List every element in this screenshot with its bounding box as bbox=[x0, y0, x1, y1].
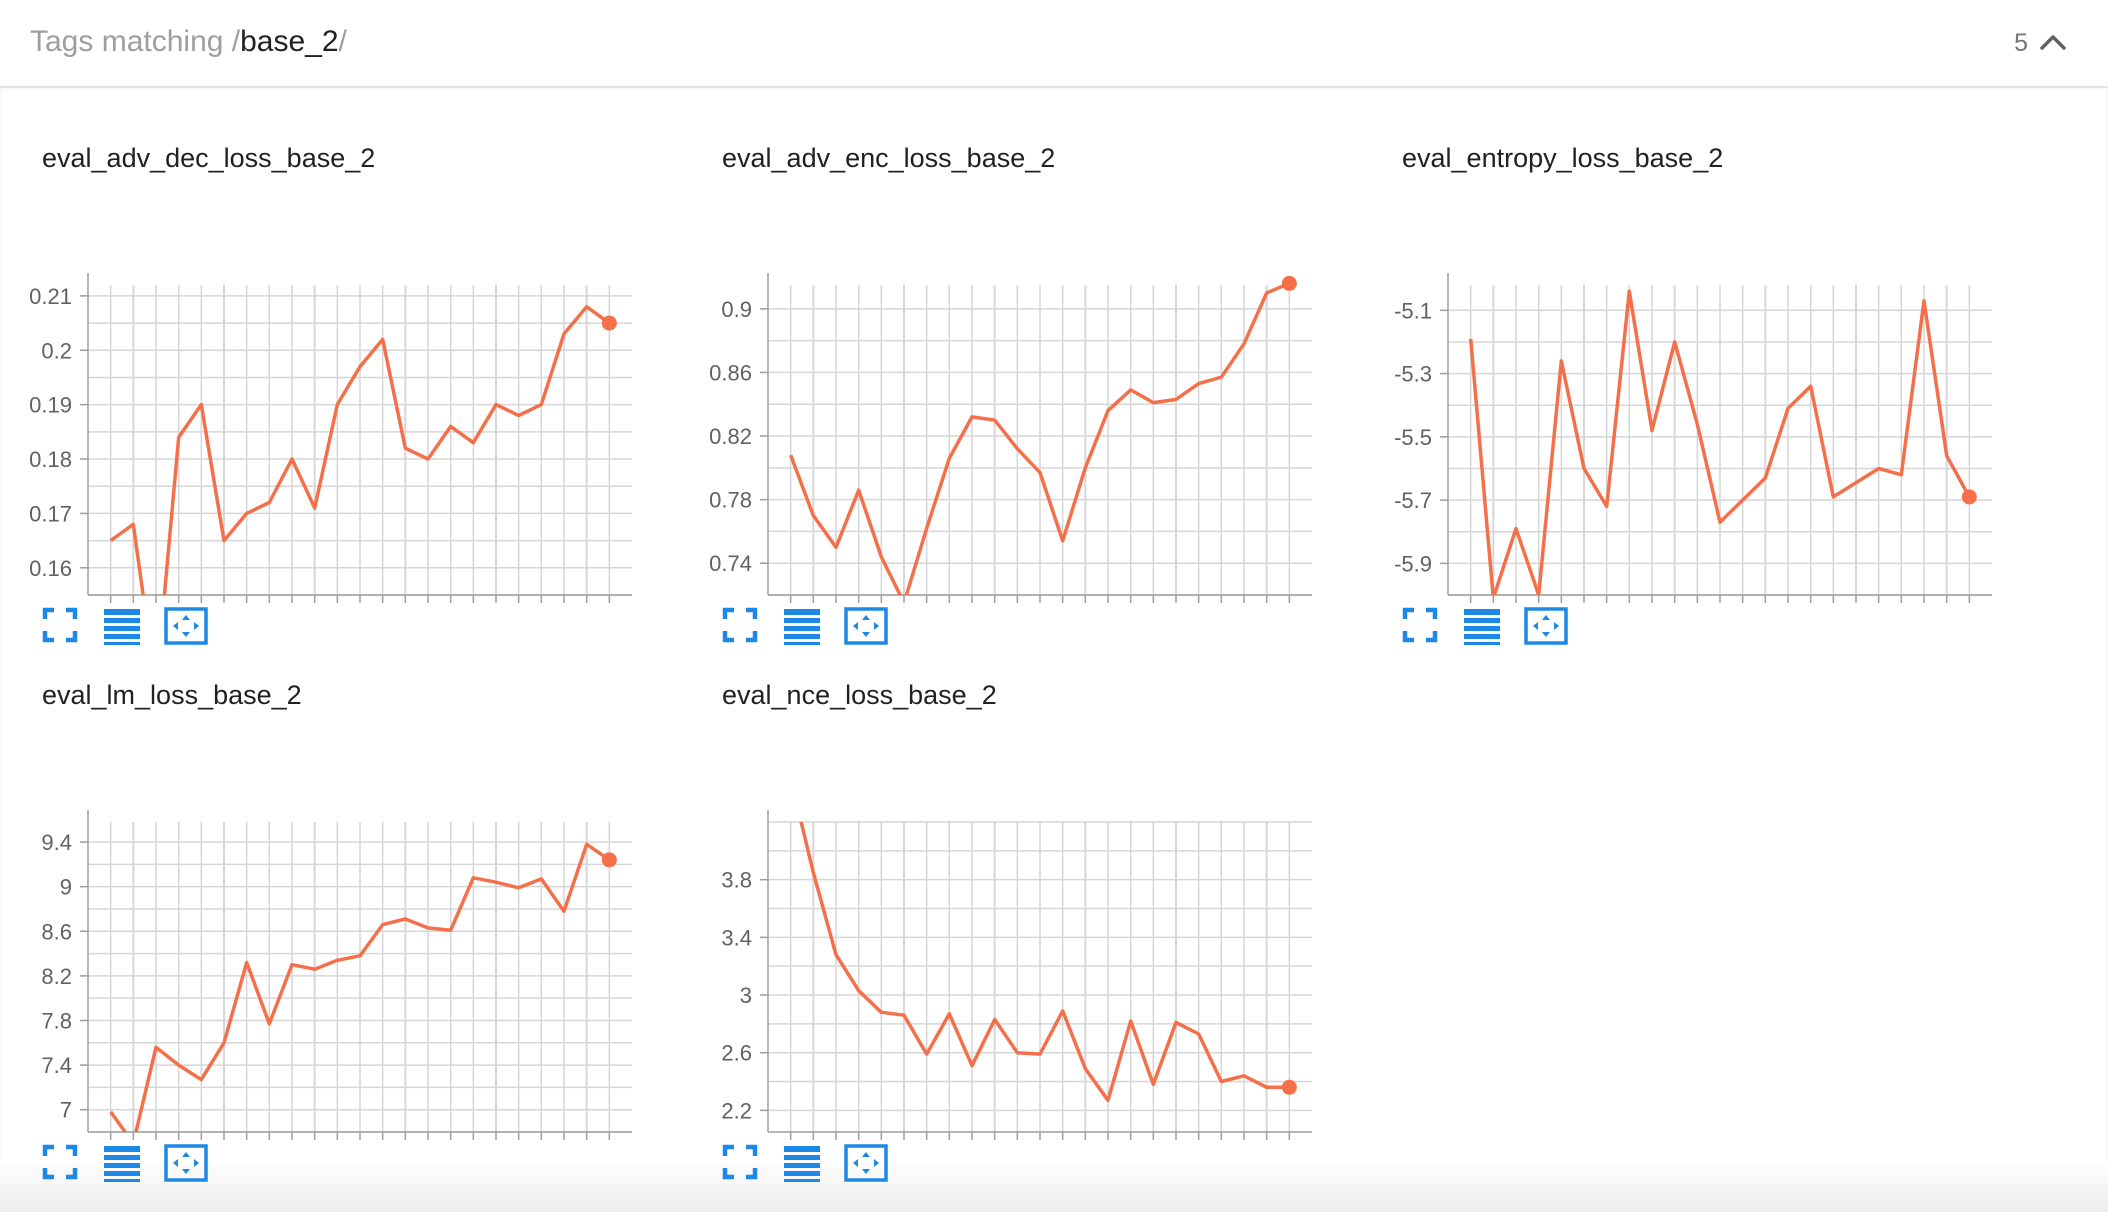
data-table-icon[interactable] bbox=[782, 1144, 822, 1184]
y-tick-label: 0.16 bbox=[29, 556, 72, 581]
y-tick-label: -5.9 bbox=[1394, 551, 1432, 576]
data-table-icon[interactable] bbox=[782, 607, 822, 647]
chart-plot[interactable]: 10k30k50k70k90k110k77.47.88.28.699.4 bbox=[0, 642, 640, 1142]
tag-filter-prefix: Tags matching / bbox=[30, 25, 241, 58]
series-line bbox=[109, 842, 611, 1132]
chart-plot[interactable]: 10k30k50k70k90k110k0.740.780.820.860.9 bbox=[640, 105, 1320, 605]
y-tick-label: -5.1 bbox=[1394, 298, 1432, 323]
y-tick-label: -5.7 bbox=[1394, 488, 1432, 513]
tag-filter-query: base_2 bbox=[240, 25, 339, 58]
tag-filter-suffix: / bbox=[338, 25, 347, 58]
last-point-marker[interactable] bbox=[601, 852, 617, 868]
y-tick-label: 3.8 bbox=[721, 868, 752, 893]
series-line bbox=[799, 822, 1290, 1103]
chart-plot[interactable]: 10k30k50k70k90k110k-5.9-5.7-5.5-5.3-5.1 bbox=[1320, 105, 2000, 605]
tag-count: 5 bbox=[2014, 29, 2028, 57]
series-line bbox=[789, 285, 1290, 595]
fit-domain-icon[interactable] bbox=[164, 607, 208, 647]
grid-lines bbox=[768, 821, 1312, 1132]
y-tick-label: 7.8 bbox=[41, 1008, 72, 1033]
last-point-marker[interactable] bbox=[1961, 489, 1977, 505]
chart-title: eval_adv_dec_loss_base_2 bbox=[42, 143, 376, 173]
y-tick-label: 0.74 bbox=[709, 551, 752, 576]
y-tick-label: 0.17 bbox=[29, 501, 72, 526]
data-table-icon[interactable] bbox=[1462, 607, 1502, 647]
chart-plot[interactable]: 10k30k50k70k90k110k2.22.633.43.8 bbox=[640, 642, 1320, 1142]
last-point-marker[interactable] bbox=[1281, 275, 1297, 291]
fit-domain-icon[interactable] bbox=[164, 1144, 208, 1184]
series-line bbox=[109, 305, 611, 595]
chart-card: eval_entropy_loss_base_210k30k50k70k90k1… bbox=[1390, 105, 2030, 645]
series-line bbox=[1468, 289, 1971, 595]
last-point-marker[interactable] bbox=[601, 315, 617, 331]
data-table-icon[interactable] bbox=[102, 1144, 142, 1184]
chart-title: eval_lm_loss_base_2 bbox=[42, 680, 302, 710]
fullscreen-icon[interactable] bbox=[42, 607, 78, 647]
fit-domain-icon[interactable] bbox=[1524, 607, 1568, 647]
y-tick-label: 0.21 bbox=[29, 284, 72, 309]
grid-lines bbox=[1448, 285, 1992, 596]
chart-title: eval_nce_loss_base_2 bbox=[722, 680, 997, 710]
y-tick-label: 2.2 bbox=[721, 1098, 752, 1123]
chevron-up-icon[interactable] bbox=[2038, 28, 2068, 58]
y-tick-label: 7.4 bbox=[41, 1053, 72, 1078]
fit-domain-icon[interactable] bbox=[844, 607, 888, 647]
y-tick-label: 0.18 bbox=[29, 447, 72, 472]
chart-card: eval_adv_enc_loss_base_210k30k50k70k90k1… bbox=[709, 105, 1350, 645]
y-tick-label: 3.4 bbox=[721, 925, 752, 950]
chart-card: eval_nce_loss_base_210k30k50k70k90k110k2… bbox=[710, 642, 1350, 1182]
y-tick-label: 0.86 bbox=[709, 360, 752, 385]
y-tick-label: 2.6 bbox=[721, 1041, 752, 1066]
y-tick-label: 0.82 bbox=[709, 424, 752, 449]
y-tick-label: 7 bbox=[60, 1098, 72, 1123]
data-table-icon[interactable] bbox=[102, 607, 142, 647]
fullscreen-icon[interactable] bbox=[42, 1144, 78, 1184]
chart-title: eval_adv_enc_loss_base_2 bbox=[722, 143, 1056, 173]
y-tick-label: 8.2 bbox=[41, 964, 72, 989]
y-tick-label: 3 bbox=[740, 983, 752, 1008]
bottom-shadow bbox=[0, 1160, 2108, 1212]
grid-lines bbox=[88, 822, 632, 1133]
y-tick-label: 0.2 bbox=[41, 338, 72, 363]
fit-domain-icon[interactable] bbox=[844, 1144, 888, 1184]
y-tick-label: 9 bbox=[60, 875, 72, 900]
last-point-marker[interactable] bbox=[1281, 1079, 1297, 1095]
tag-group-header[interactable]: Tags matching /base_2/ 5 bbox=[0, 0, 2108, 88]
y-tick-label: -5.5 bbox=[1394, 425, 1432, 450]
chart-plot[interactable]: 10k30k50k70k90k110k0.160.170.180.190.20.… bbox=[0, 105, 640, 605]
y-tick-label: -5.3 bbox=[1394, 362, 1432, 387]
chart-card: eval_adv_dec_loss_base_210k30k50k70k90k1… bbox=[29, 105, 670, 645]
grid-lines bbox=[768, 285, 1312, 596]
fullscreen-icon[interactable] bbox=[1402, 607, 1438, 647]
chart-title: eval_entropy_loss_base_2 bbox=[1402, 143, 1724, 173]
fullscreen-icon[interactable] bbox=[722, 1144, 758, 1184]
y-tick-label: 0.9 bbox=[721, 297, 752, 322]
tag-filter-title: Tags matching /base_2/ bbox=[30, 22, 347, 62]
y-tick-label: 9.4 bbox=[41, 830, 72, 855]
y-tick-label: 0.78 bbox=[709, 488, 752, 513]
chart-card: eval_lm_loss_base_210k30k50k70k90k110k77… bbox=[30, 642, 670, 1182]
y-tick-label: 0.19 bbox=[29, 393, 72, 418]
fullscreen-icon[interactable] bbox=[722, 607, 758, 647]
y-tick-label: 8.6 bbox=[41, 919, 72, 944]
grid-lines bbox=[88, 285, 632, 596]
